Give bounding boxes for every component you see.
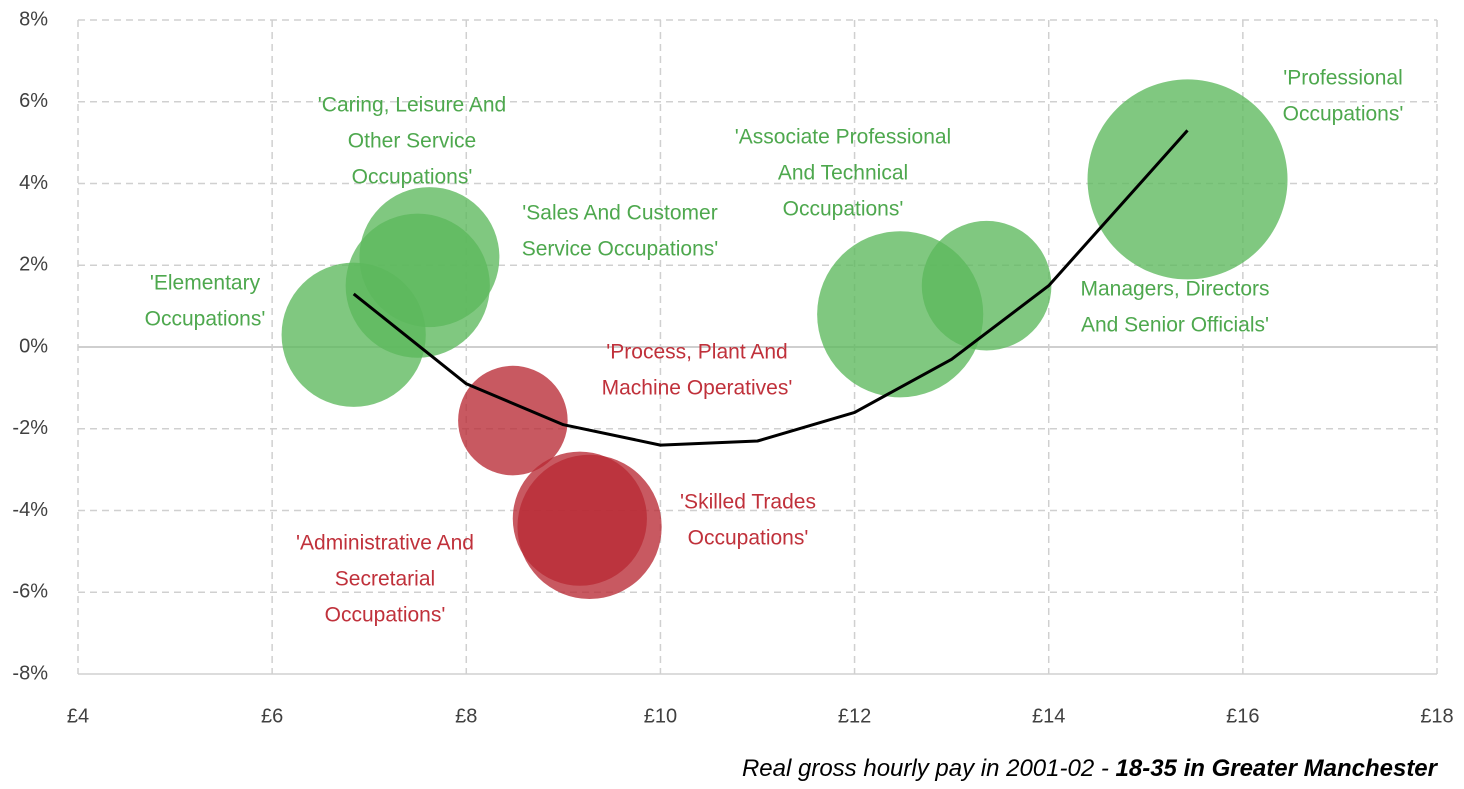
bubble xyxy=(345,213,490,358)
bubble-label: Occupations' xyxy=(145,308,266,331)
bubble-label: 'Elementary xyxy=(150,272,261,295)
bubble xyxy=(517,454,662,599)
bubble xyxy=(921,220,1052,351)
bubble-label: Other Service xyxy=(348,130,476,153)
bubble-label: And Technical xyxy=(778,162,908,185)
bubble-label: Occupations' xyxy=(325,604,446,627)
x-tick-label: £10 xyxy=(644,705,677,727)
y-tick-label: 4% xyxy=(19,172,48,194)
x-tick-label: £4 xyxy=(67,705,89,727)
y-tick-label: -6% xyxy=(12,581,48,603)
bubble-label: 'Administrative And xyxy=(296,532,474,555)
x-tick-label: £14 xyxy=(1032,705,1065,727)
bubble-label: Managers, Directors xyxy=(1080,278,1269,301)
bubble-label: And Senior Officials' xyxy=(1081,314,1269,337)
x-tick-label: £6 xyxy=(261,705,283,727)
x-tick-label: £8 xyxy=(455,705,477,727)
x-tick-label: £16 xyxy=(1226,705,1259,727)
y-tick-label: 8% xyxy=(19,8,48,30)
bubble-label: 'Process, Plant And xyxy=(606,341,787,364)
bubble-label: 'Professional xyxy=(1283,67,1403,90)
bubble-label: Service Occupations' xyxy=(522,238,719,261)
bubble-label: 'Skilled Trades xyxy=(680,491,816,514)
bubble-label: Secretarial xyxy=(335,568,435,591)
bubble-label: 'Associate Professional xyxy=(735,126,951,149)
x-label-emphasis: 18-35 in Greater Manchester xyxy=(1116,755,1439,782)
bubble-label: 'Sales And Customer xyxy=(522,202,717,225)
bubble-label: 'Caring, Leisure And xyxy=(318,94,506,117)
bubble-label: Occupations' xyxy=(1283,103,1404,126)
bubble-label: Occupations' xyxy=(352,166,473,189)
y-tick-label: 6% xyxy=(19,90,48,112)
y-tick-label: 2% xyxy=(19,254,48,276)
y-tick-label: -4% xyxy=(12,499,48,521)
bubble-label: Machine Operatives' xyxy=(602,377,793,400)
trend-line xyxy=(352,129,1189,447)
bubble-label: Occupations' xyxy=(783,198,904,221)
x-label-main: Real gross hourly pay in 2001-02 - xyxy=(742,755,1116,782)
y-tick-label: -8% xyxy=(12,662,48,684)
y-tick-label: 0% xyxy=(19,335,48,357)
x-tick-label: £12 xyxy=(838,705,871,727)
bubble xyxy=(1087,79,1288,280)
y-tick-label: -2% xyxy=(12,417,48,439)
x-axis-label: Real gross hourly pay in 2001-02 - 18-35… xyxy=(742,755,1439,782)
x-tick-label: £18 xyxy=(1420,705,1453,727)
bubble-label: Occupations' xyxy=(688,527,809,550)
